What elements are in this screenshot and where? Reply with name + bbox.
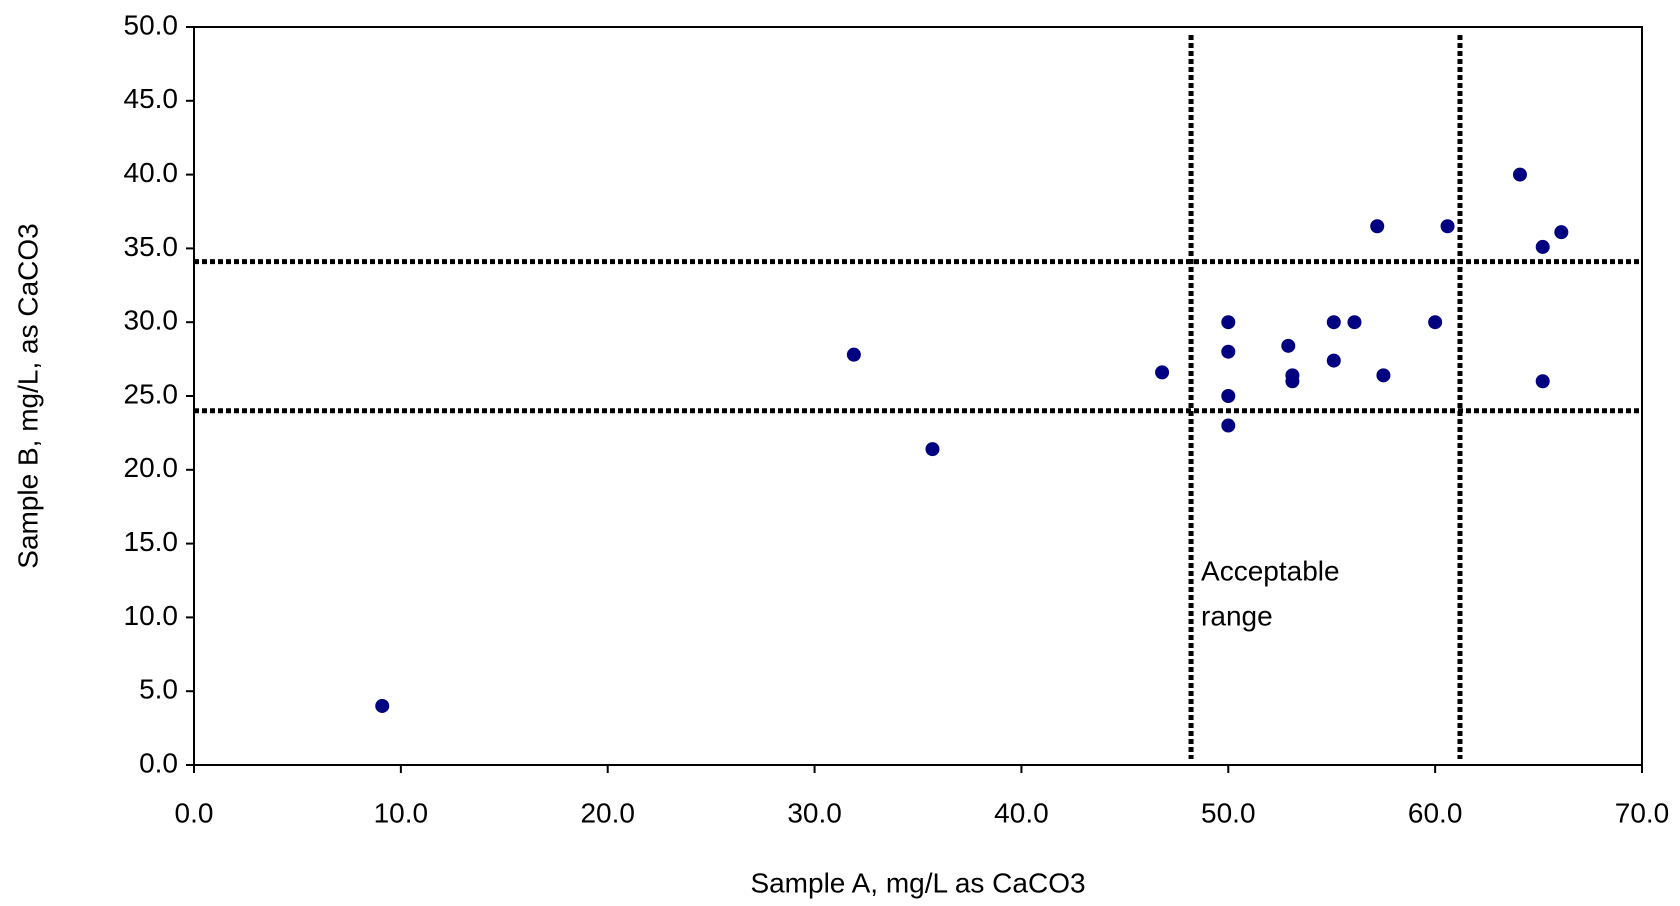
point xyxy=(1221,344,1236,359)
x-tick-label: 30.0 xyxy=(787,797,842,828)
point xyxy=(1370,219,1385,234)
y-tick-label: 35.0 xyxy=(124,231,179,262)
point xyxy=(1326,353,1341,368)
point xyxy=(375,698,390,713)
point xyxy=(925,442,940,457)
y-tick-label: 50.0 xyxy=(124,9,179,40)
y-tick-label: 30.0 xyxy=(124,305,179,336)
point xyxy=(1535,374,1550,389)
y-tick-label: 5.0 xyxy=(139,674,178,705)
point xyxy=(1285,374,1300,389)
point xyxy=(1535,239,1550,254)
y-tick-label: 15.0 xyxy=(124,526,179,557)
point xyxy=(1221,315,1236,330)
x-tick-label: 10.0 xyxy=(374,797,429,828)
y-tick-label: 40.0 xyxy=(124,157,179,188)
x-tick-label: 60.0 xyxy=(1408,797,1463,828)
y-tick-label: 20.0 xyxy=(124,452,179,483)
annotation: range xyxy=(1201,600,1273,631)
x-tick-label: 70.0 xyxy=(1615,797,1670,828)
x-tick-label: 40.0 xyxy=(994,797,1049,828)
x-tick-label: 50.0 xyxy=(1201,797,1256,828)
point xyxy=(846,347,861,362)
point xyxy=(1326,315,1341,330)
point xyxy=(1221,389,1236,403)
x-axis-label: Sample A, mg/L as CaCO3 xyxy=(750,867,1085,898)
y-tick-label: 10.0 xyxy=(124,600,179,631)
point xyxy=(1376,368,1391,383)
point xyxy=(1440,219,1455,234)
point xyxy=(1554,225,1569,240)
x-tick-label: 0.0 xyxy=(175,797,214,828)
y-axis-label: Sample B, mg/L, as CaCO3 xyxy=(12,223,43,568)
annotation: Acceptable xyxy=(1201,555,1340,586)
point xyxy=(1221,418,1236,433)
y-tick-label: 0.0 xyxy=(139,747,178,778)
point xyxy=(1155,365,1170,380)
point xyxy=(1512,167,1527,182)
point xyxy=(1281,338,1296,353)
plot-frame xyxy=(193,26,1643,766)
point xyxy=(1347,315,1362,330)
x-tick-label: 20.0 xyxy=(580,797,635,828)
y-tick-label: 25.0 xyxy=(124,378,179,409)
y-tick-label: 45.0 xyxy=(124,83,179,114)
point xyxy=(1428,315,1443,330)
